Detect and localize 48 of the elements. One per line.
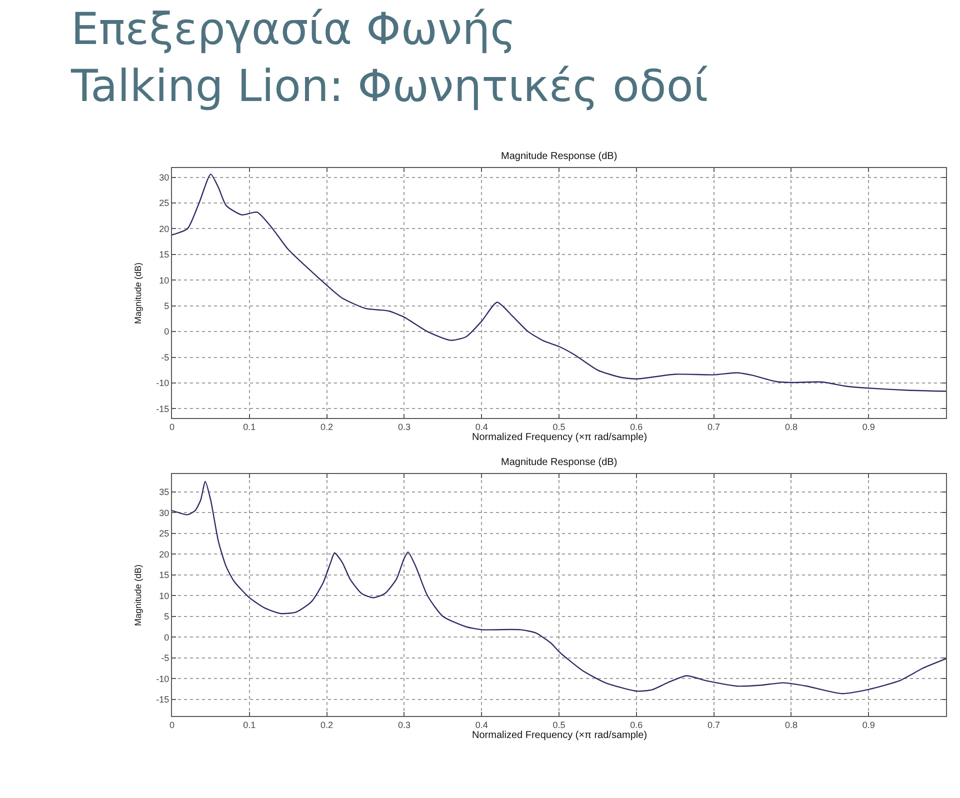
x-tick-label: 0.6 (630, 720, 643, 730)
chart-title: Magnitude Response (dB) (501, 457, 618, 468)
x-tick-label: 0.3 (398, 422, 410, 432)
y-tick-label: -15 (156, 694, 170, 705)
y-tick-label: 20 (159, 224, 170, 234)
x-tick-label: 0.7 (708, 720, 720, 730)
x-tick-label: 0.5 (552, 720, 566, 730)
y-tick-label: -10 (156, 378, 170, 388)
x-tick-label: 0.8 (784, 720, 798, 730)
y-tick-label: 0 (164, 326, 170, 337)
y-tick-label: -5 (161, 653, 170, 664)
y-tick-label: 10 (159, 590, 170, 601)
x-tick-label: 0.1 (243, 720, 256, 730)
y-tick-label: 20 (159, 549, 170, 560)
x-tick-label: 0.5 (552, 422, 566, 432)
x-tick-label: 0.9 (862, 720, 875, 730)
x-tick-label: 0.9 (862, 422, 875, 432)
y-tick-label: -10 (156, 674, 170, 684)
x-tick-label: 0.6 (630, 422, 643, 432)
x-tick-label: 0.3 (398, 720, 410, 730)
y-tick-label: 10 (159, 275, 170, 286)
y-tick-label: 25 (159, 528, 170, 539)
x-axis-title: Normalized Frequency (×π rad/sample) (472, 730, 648, 741)
x-tick-label: 0.2 (320, 720, 334, 730)
y-tick-label: 30 (159, 508, 170, 518)
chart-title: Magnitude Response (dB) (501, 151, 618, 162)
y-tick-label: 5 (164, 612, 170, 622)
x-tick-label: 0.2 (320, 422, 334, 432)
text: Επεξεργασία Φωνής Talking Lion: Φωνητικές οδοί (70, 4, 708, 112)
x-tick-label: 0.7 (708, 422, 720, 432)
y-tick-label: 0 (164, 632, 170, 642)
x-axis-title: Normalized Frequency (×π rad/sample) (472, 432, 648, 443)
x-tick-label: 0.4 (475, 720, 488, 730)
y-tick-label: -15 (156, 404, 170, 414)
y-tick-label: 15 (159, 570, 170, 580)
x-tick-label: 0.8 (784, 422, 798, 432)
y-tick-label: 15 (159, 250, 170, 260)
x-tick-label: 0.4 (475, 422, 488, 432)
y-tick-label: 30 (159, 172, 170, 182)
y-tick-label: 35 (159, 487, 170, 497)
line-series (172, 480, 946, 694)
x-tick-label: 0.1 (243, 422, 256, 432)
y-axis-title: Magnitude (dB) (133, 262, 143, 324)
y-tick-label: 25 (159, 198, 170, 208)
y-axis-title: Magnitude (dB) (133, 564, 143, 626)
y-tick-label: -5 (161, 352, 170, 362)
line-series (172, 174, 946, 392)
y-tick-label: 5 (164, 301, 170, 312)
